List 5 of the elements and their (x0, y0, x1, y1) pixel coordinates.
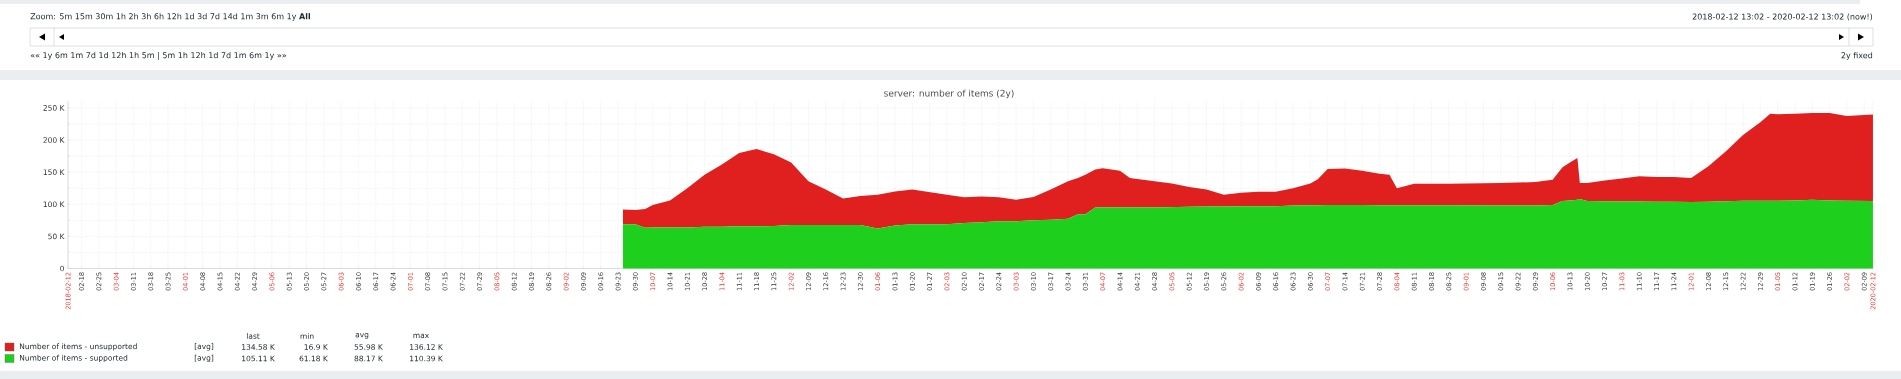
text: 2y fixed (1841, 52, 1873, 60)
text: Zoom: 5m 15m 30m 1h 2h 3h 6h 12h 1d 3d 7d 14d 1m 3m 6m 1y All (30, 13, 311, 21)
text: 2018-02-12 13:02 - 2020-02-12 13:02 (now!) (1692, 13, 1873, 21)
text: «« 1y 6m 1m 7d 1d 12h 1h 5m | 5m 1h 12h 1d 7d 1m 6m 1y »» (30, 51, 287, 60)
chart-title: server: number of items (2y) (884, 89, 1014, 99)
